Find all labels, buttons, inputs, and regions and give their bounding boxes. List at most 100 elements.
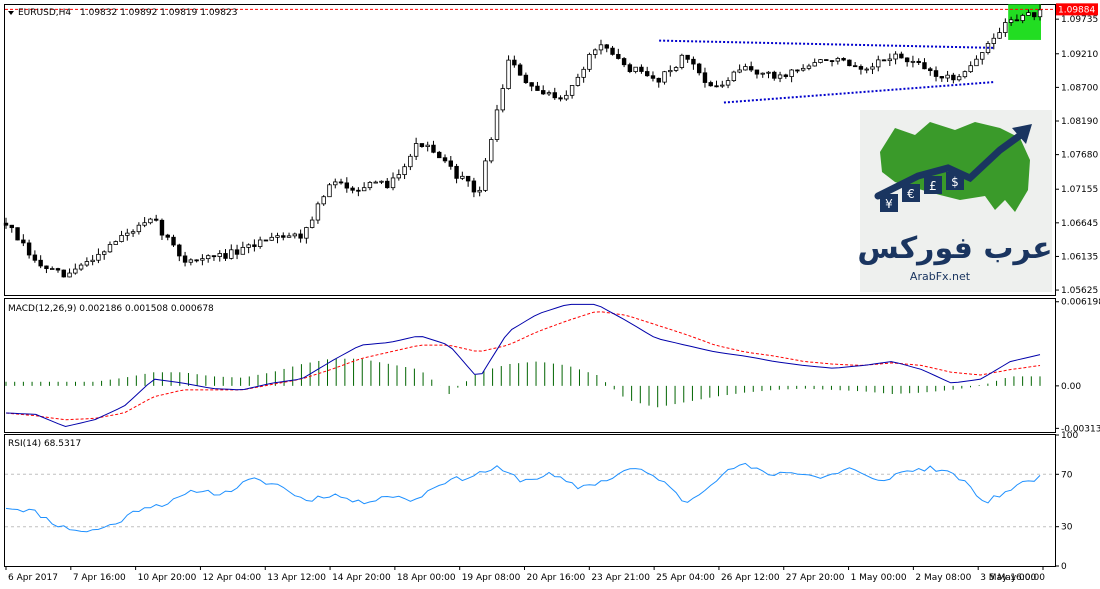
candle — [309, 216, 315, 229]
candle — [448, 155, 453, 170]
candle — [269, 232, 274, 241]
symbol-label: EURUSD,H4 — [18, 8, 71, 18]
candle — [633, 66, 638, 74]
candle — [32, 250, 38, 263]
highlight-zone — [1008, 4, 1041, 40]
macd-panel-frame — [4, 298, 1056, 433]
y-tick-label: 1.05625 — [1061, 286, 1098, 296]
candle — [211, 255, 217, 261]
candle — [506, 55, 511, 90]
candle — [494, 104, 500, 142]
candle — [119, 230, 124, 243]
candle — [292, 232, 298, 239]
x-tick-label: 13 Apr 12:00 — [267, 573, 326, 583]
svg-text:$: $ — [951, 175, 959, 189]
candle — [668, 65, 673, 77]
y-tick-label: 1.07155 — [1061, 185, 1098, 195]
candle — [644, 66, 650, 77]
svg-text:¥: ¥ — [885, 197, 893, 211]
rsi-series-line — [5, 462, 1041, 533]
candle — [408, 153, 413, 171]
candle — [205, 254, 211, 263]
candle — [44, 265, 49, 274]
candle — [621, 57, 627, 68]
candle — [194, 259, 199, 263]
candle — [419, 143, 425, 148]
candle — [304, 226, 309, 244]
candle — [102, 250, 107, 260]
x-tick-label: 27 Apr 20:00 — [786, 573, 845, 583]
candle — [385, 178, 390, 189]
candle — [627, 62, 633, 74]
candle — [84, 257, 90, 267]
candle — [223, 249, 228, 261]
green-highlight — [1008, 4, 1041, 40]
candle — [864, 67, 869, 74]
candle — [702, 67, 708, 88]
candle — [431, 140, 436, 154]
x-tick-label: 6 Apr 2017 — [8, 573, 58, 583]
candle — [725, 77, 731, 89]
candle — [760, 72, 765, 78]
candle — [939, 76, 944, 82]
candle — [125, 228, 130, 241]
candle — [136, 222, 142, 235]
x-tick-label: 25 Apr 04:00 — [656, 573, 715, 583]
candle — [575, 73, 581, 87]
candle — [708, 80, 713, 87]
candle — [956, 73, 962, 82]
candle — [662, 70, 667, 85]
y-tick-label: 0.006198 — [1061, 298, 1100, 308]
candle — [928, 66, 933, 76]
candle — [881, 59, 887, 62]
candle — [517, 62, 523, 76]
candle — [229, 244, 234, 260]
candle — [714, 80, 719, 88]
candle — [1003, 18, 1008, 37]
candle — [500, 84, 505, 113]
macd-main-line — [5, 303, 1041, 428]
candle — [177, 243, 182, 262]
candle — [361, 182, 367, 192]
candle — [933, 66, 939, 82]
candle — [899, 51, 904, 59]
candle — [442, 154, 448, 164]
logo-arabic-text: عرب فوركس — [857, 231, 1052, 266]
candle — [656, 77, 661, 88]
candle — [876, 55, 881, 72]
arabfx-logo-icon: ¥ € £ $ — [874, 122, 1032, 212]
symbol-dropdown-icon[interactable] — [8, 11, 14, 15]
candle — [835, 56, 841, 65]
candle — [252, 239, 257, 252]
candle — [1014, 14, 1020, 22]
candle — [315, 201, 321, 224]
candle — [564, 90, 569, 101]
candle — [673, 65, 679, 73]
candle — [754, 69, 760, 79]
candle — [893, 51, 898, 65]
candle — [333, 178, 338, 189]
rsi-level-lines — [5, 473, 1055, 528]
candle — [858, 64, 864, 75]
candle — [581, 66, 586, 83]
candle — [818, 59, 823, 64]
candle — [962, 70, 968, 79]
y-tick-label: -0.003132 — [1061, 424, 1100, 434]
candle — [437, 150, 442, 159]
candle — [945, 70, 950, 82]
candle — [743, 63, 748, 71]
trendline[interactable] — [723, 81, 994, 104]
candle — [402, 163, 407, 180]
candle — [50, 266, 55, 270]
candle — [286, 232, 292, 238]
ohlc-label: 1.09832 1.09892 1.09819 1.09823 — [80, 8, 237, 18]
y-tick-label: 1.09210 — [1061, 50, 1098, 60]
candle — [748, 61, 754, 73]
current-price-line: 1.09884 — [5, 3, 1098, 16]
candle — [1020, 13, 1025, 24]
candle — [373, 180, 378, 184]
candle — [852, 62, 858, 68]
candle — [824, 59, 829, 61]
candle — [298, 229, 303, 243]
